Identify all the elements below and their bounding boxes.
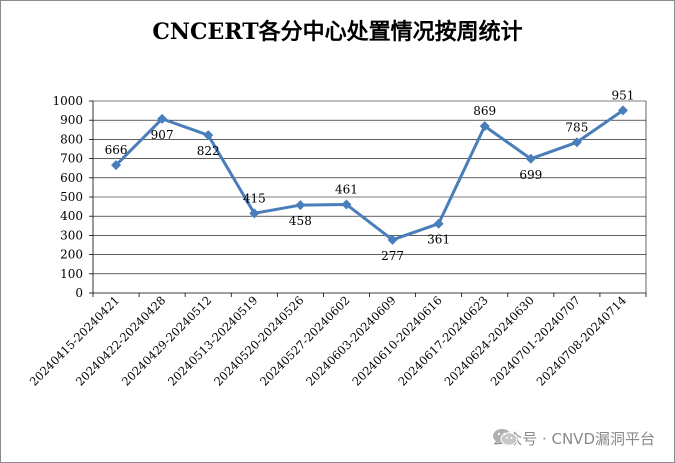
watermark-text: 公众号 · CNVD漏洞平台	[492, 430, 655, 448]
series-line	[114, 109, 624, 242]
x-tick-labels: 20240415-2024042120240422-20240428202404…	[27, 293, 629, 388]
x-tick-label: 20240701-20240707	[488, 293, 583, 388]
data-point	[157, 113, 168, 124]
wechat-icon	[493, 429, 518, 446]
data-point	[617, 105, 628, 116]
y-tick-label: 800	[60, 132, 83, 146]
data-label: 699	[519, 168, 542, 182]
y-tick-label: 400	[60, 209, 83, 223]
data-point	[525, 153, 536, 164]
y-tick-label: 200	[60, 248, 83, 262]
y-tick-label: 0	[75, 286, 83, 300]
x-tick-label: 20240610-20240616	[349, 293, 444, 388]
data-point	[111, 160, 122, 171]
data-label: 461	[335, 182, 358, 196]
x-tick-label: 20240422-20240428	[73, 293, 168, 388]
grid-lines	[93, 100, 646, 275]
x-tick-label: 20240415-20240421	[27, 293, 122, 388]
x-tick-label: 20240527-20240602	[257, 293, 352, 388]
y-tick-label: 100	[60, 267, 83, 281]
y-tick-label: 600	[60, 171, 83, 185]
data-label: 458	[289, 214, 312, 228]
data-label: 361	[427, 233, 450, 247]
data-point	[433, 218, 444, 229]
data-point	[203, 130, 214, 141]
x-tick-label: 20240708-20240714	[534, 293, 629, 388]
chart-title: CNCERT各分中心处置情况按周统计	[152, 19, 523, 45]
x-tick-label: 20240429-20240512	[119, 293, 214, 388]
y-tick-label: 900	[60, 113, 83, 127]
y-tick-label: 1000	[52, 94, 83, 108]
data-label: 822	[197, 144, 220, 158]
data-label: 907	[151, 128, 174, 142]
data-label: 951	[612, 88, 635, 102]
data-label: 277	[381, 249, 404, 263]
data-point	[387, 234, 398, 245]
data-labels: 666 907 822 415 458 461 277 361 869 699 785 951	[105, 88, 635, 262]
data-label: 785	[565, 120, 588, 134]
x-tick-label: 20240513-20240519	[165, 293, 260, 388]
x-tick-label: 20240617-20240623	[395, 293, 490, 388]
data-label: 415	[243, 191, 266, 205]
data-label: 869	[473, 104, 496, 118]
x-tick-label: 20240520-20240526	[211, 293, 306, 388]
data-point	[249, 208, 260, 219]
x-tick-label: 20240603-20240609	[303, 293, 398, 388]
data-series	[111, 105, 628, 245]
y-tick-label: 700	[60, 152, 83, 166]
data-label: 666	[105, 143, 128, 157]
axes	[89, 100, 647, 297]
data-point	[571, 137, 582, 148]
watermark: 公众号 · CNVD漏洞平台	[492, 428, 655, 449]
y-tick-label: 300	[60, 228, 83, 242]
data-point	[295, 200, 306, 211]
data-point	[479, 121, 490, 132]
x-tick-label: 20240624-20240630	[441, 293, 536, 388]
y-tick-labels: 0 100 200 300 400 500 600 700 800 900 1000	[52, 94, 83, 300]
data-point	[341, 199, 352, 210]
y-tick-label: 500	[60, 190, 83, 204]
